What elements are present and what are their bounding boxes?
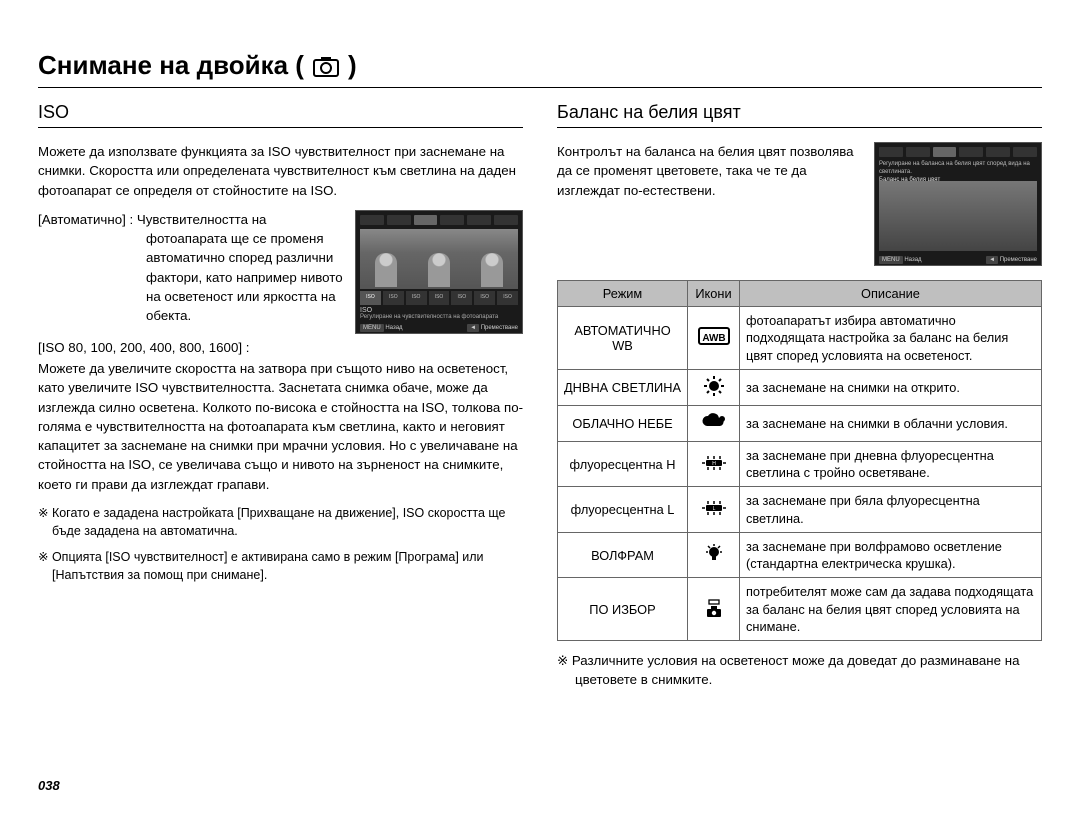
page-title-close: ) (348, 50, 357, 81)
iso-auto-rest: фотоапарата ще се променя автоматично сп… (38, 229, 345, 325)
wb-table-row: АВТОМАТИЧНО WB фотоапаратът избира автома… (558, 307, 1042, 370)
wb-desc-cell: за заснемане при волфрамово осветление (… (740, 532, 1042, 578)
wb-desc-cell: за заснемане при дневна флуоресцентна св… (740, 441, 1042, 487)
iso-auto-line1: Чувствителността на (137, 212, 267, 227)
iso-chip: ISO (360, 291, 381, 305)
right-column: Баланс на белия цвят Контролът на баланс… (557, 102, 1042, 690)
wb-shot-menu-btn: MENU (879, 256, 903, 264)
wb-screenshot: Регулиране на баланса на белия цвят спор… (874, 142, 1042, 266)
wb-table-row: флуоресцентна L за заснемане при бяла флу… (558, 487, 1042, 533)
wb-shot-move: Преместване (1000, 257, 1037, 263)
wb-table-row: ПО ИЗБОР потребителят може сам да задава … (558, 578, 1042, 641)
wb-icon-cell (688, 532, 740, 578)
wb-icon-cell (688, 369, 740, 405)
iso-shot-back: Назад (385, 325, 402, 331)
iso-shot-move: Преместване (481, 325, 518, 331)
wb-shot-nav-btn: ◄ (986, 256, 998, 264)
wb-icon-cell (688, 441, 740, 487)
iso-chip: ISO (406, 291, 427, 305)
iso-auto-term: [Автоматично] : (38, 212, 133, 227)
wb-mode-cell: ПО ИЗБОР (558, 578, 688, 641)
wb-mode-cell: ВОЛФРАМ (558, 532, 688, 578)
iso-chip: ISO (383, 291, 404, 305)
wb-table-row: ДНВНА СВЕТЛИНА за заснемане на снимки на … (558, 369, 1042, 405)
iso-screenshot: ISO ISO ISO ISO ISO ISO ISO ISO Регулира… (355, 210, 523, 334)
wb-table-row: ОБЛАЧНО НЕБЕ за заснемане на снимки в обл… (558, 405, 1042, 441)
iso-chip: ISO (451, 291, 472, 305)
iso-shot-menu-btn: MENU (360, 324, 384, 332)
tungsten-icon (698, 543, 730, 565)
iso-chip: ISO (474, 291, 495, 305)
iso-intro: Можете да използвате функцията за ISO чу… (38, 142, 523, 200)
wb-mode-cell: ОБЛАЧНО НЕБЕ (558, 405, 688, 441)
iso-chip: ISO (429, 291, 450, 305)
left-column: ISO Можете да използвате функцията за IS… (38, 102, 523, 690)
page-title: Снимане на двойка ( ) (38, 50, 1042, 88)
wb-heading: Баланс на белия цвят (557, 102, 1042, 128)
wb-table: Режим Икони Описание АВТОМАТИЧНО WB фотоа… (557, 280, 1042, 641)
camera-icon (312, 50, 340, 81)
wb-mode-cell: ДНВНА СВЕТЛИНА (558, 369, 688, 405)
fluoH-icon (698, 452, 730, 474)
cloud-icon (698, 411, 730, 433)
iso-heading: ISO (38, 102, 523, 128)
wb-mode-cell: АВТОМАТИЧНО WB (558, 307, 688, 370)
wb-shot-label1: Регулиране на баланса на белия цвят спор… (879, 161, 1037, 177)
wb-shot-back: Назад (904, 257, 921, 263)
wb-icon-cell (688, 487, 740, 533)
wb-desc-cell: за заснемане при бяла флуоресцентна свет… (740, 487, 1042, 533)
page-number: 038 (38, 778, 60, 793)
iso-auto-def: [Автоматично] : Чувствителността на фото… (38, 210, 345, 334)
awb-icon (698, 325, 730, 347)
wb-table-row: флуоресцентна H за заснемане при дневна ф… (558, 441, 1042, 487)
wb-mode-cell: флуоресцентна L (558, 487, 688, 533)
wb-desc-cell: за заснемане на снимки на открито. (740, 369, 1042, 405)
wb-desc-cell: фотоапаратът избира автоматично подходящ… (740, 307, 1042, 370)
iso-note-2: ※ Опцията [ISO чувствителност] е активир… (38, 548, 523, 584)
wb-desc-cell: за заснемане на снимки в облачни условия… (740, 405, 1042, 441)
fluoL-icon (698, 497, 730, 519)
iso-shot-nav-btn: ◄ (467, 324, 479, 332)
wb-th-icon: Икони (688, 281, 740, 307)
iso-shot-label2: Регулиране на чувствителността на фотоап… (360, 314, 518, 321)
iso-chip-row: ISO ISO ISO ISO ISO ISO ISO (360, 291, 518, 305)
page-title-text: Снимане на двойка ( (38, 50, 304, 81)
wb-icon-cell (688, 405, 740, 441)
wb-th-desc: Описание (740, 281, 1042, 307)
iso-chip: ISO (497, 291, 518, 305)
wb-th-mode: Режим (558, 281, 688, 307)
wb-mode-cell: флуоресцентна H (558, 441, 688, 487)
sun-icon (698, 375, 730, 397)
wb-icon-cell (688, 578, 740, 641)
wb-footnote: ※ Различните условия на осветеност може … (557, 651, 1042, 690)
wb-table-row: ВОЛФРАМ за заснемане при волфрамово освет… (558, 532, 1042, 578)
iso-note-1: ※ Когато е зададена настройката [Прихващ… (38, 504, 523, 540)
wb-intro: Контролът на баланса на белия цвят позво… (557, 142, 860, 200)
iso-list-body: Можете да увеличите скоростта на затвора… (38, 359, 523, 494)
iso-shot-label1: ISO (360, 307, 518, 315)
custom-icon (698, 597, 730, 619)
wb-icon-cell (688, 307, 740, 370)
wb-desc-cell: потребителят може сам да задава подходящ… (740, 578, 1042, 641)
iso-list-label: [ISO 80, 100, 200, 400, 800, 1600] : (38, 338, 523, 357)
